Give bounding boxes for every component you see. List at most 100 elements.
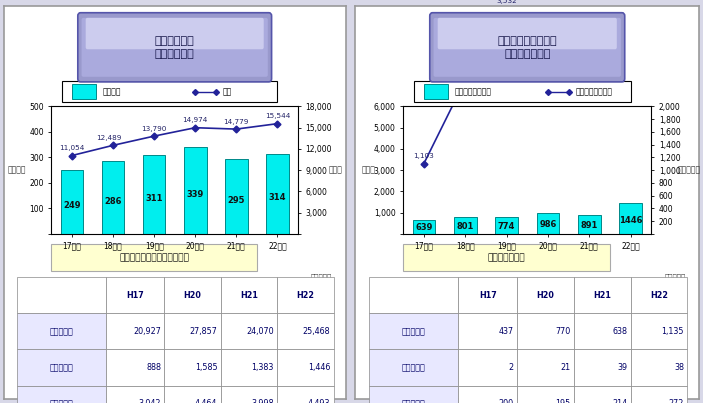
- FancyBboxPatch shape: [574, 349, 631, 386]
- FancyBboxPatch shape: [17, 349, 106, 386]
- Text: 195: 195: [555, 399, 570, 403]
- FancyBboxPatch shape: [631, 313, 688, 349]
- FancyBboxPatch shape: [458, 313, 517, 349]
- FancyBboxPatch shape: [631, 277, 688, 313]
- Text: 4,493: 4,493: [308, 399, 330, 403]
- FancyBboxPatch shape: [221, 386, 278, 403]
- Text: 国立大学等: 国立大学等: [50, 327, 74, 336]
- FancyBboxPatch shape: [574, 386, 631, 403]
- Text: 1,135: 1,135: [662, 327, 684, 336]
- FancyBboxPatch shape: [574, 277, 631, 313]
- FancyBboxPatch shape: [631, 349, 688, 386]
- Text: 200: 200: [498, 399, 513, 403]
- Text: 国立大学等: 国立大学等: [401, 327, 425, 336]
- FancyBboxPatch shape: [424, 84, 448, 99]
- FancyBboxPatch shape: [413, 81, 631, 102]
- FancyBboxPatch shape: [404, 244, 610, 271]
- Text: H22: H22: [297, 291, 315, 300]
- Text: 公立大学等: 公立大学等: [401, 363, 425, 372]
- Text: H17: H17: [127, 291, 144, 300]
- FancyBboxPatch shape: [165, 313, 221, 349]
- Text: 民間企業との
共同研究実績: 民間企業との 共同研究実績: [155, 36, 195, 59]
- FancyBboxPatch shape: [106, 313, 165, 349]
- FancyBboxPatch shape: [17, 277, 106, 313]
- FancyBboxPatch shape: [434, 18, 621, 77]
- FancyBboxPatch shape: [221, 349, 278, 386]
- Text: （件）: （件）: [329, 166, 342, 174]
- FancyBboxPatch shape: [574, 313, 631, 349]
- Text: （億円）: （億円）: [8, 166, 27, 174]
- FancyBboxPatch shape: [72, 84, 96, 99]
- FancyBboxPatch shape: [221, 277, 278, 313]
- Text: 1,585: 1,585: [195, 363, 217, 372]
- FancyBboxPatch shape: [86, 18, 264, 49]
- FancyBboxPatch shape: [165, 386, 221, 403]
- FancyBboxPatch shape: [106, 277, 165, 313]
- Text: H21: H21: [240, 291, 258, 300]
- Text: 888: 888: [146, 363, 161, 372]
- FancyBboxPatch shape: [17, 313, 106, 349]
- Text: 民間企業との共同研究受入額: 民間企業との共同研究受入額: [120, 253, 189, 262]
- Text: H22: H22: [650, 291, 668, 300]
- Text: （百万円）: （百万円）: [311, 273, 333, 280]
- FancyBboxPatch shape: [369, 277, 458, 313]
- Text: 2: 2: [508, 363, 513, 372]
- Text: 38: 38: [674, 363, 684, 372]
- Text: H21: H21: [593, 291, 611, 300]
- FancyBboxPatch shape: [106, 349, 165, 386]
- Text: 272: 272: [669, 399, 684, 403]
- Text: 638: 638: [612, 327, 627, 336]
- Text: 21: 21: [560, 363, 570, 372]
- Text: （百万円）: （百万円）: [678, 166, 701, 174]
- FancyBboxPatch shape: [278, 313, 334, 349]
- Text: 受入金額: 受入金額: [103, 87, 122, 96]
- Text: 770: 770: [555, 327, 570, 336]
- Text: 24,070: 24,070: [246, 327, 274, 336]
- FancyBboxPatch shape: [51, 244, 257, 271]
- Text: 特許実施料収入: 特許実施料収入: [488, 253, 525, 262]
- Text: H20: H20: [183, 291, 202, 300]
- FancyBboxPatch shape: [430, 13, 625, 82]
- FancyBboxPatch shape: [82, 18, 268, 77]
- Text: 25,468: 25,468: [303, 327, 330, 336]
- Text: 特許権実施料収入: 特許権実施料収入: [455, 87, 492, 96]
- Text: （件）: （件）: [362, 166, 375, 174]
- FancyBboxPatch shape: [165, 349, 221, 386]
- FancyBboxPatch shape: [438, 18, 617, 49]
- FancyBboxPatch shape: [221, 313, 278, 349]
- FancyBboxPatch shape: [458, 386, 517, 403]
- FancyBboxPatch shape: [78, 13, 271, 82]
- Text: 私立大学等: 私立大学等: [50, 399, 74, 403]
- Text: H17: H17: [479, 291, 496, 300]
- Text: 3,042: 3,042: [138, 399, 161, 403]
- Text: 1,446: 1,446: [308, 363, 330, 372]
- FancyBboxPatch shape: [517, 313, 574, 349]
- FancyBboxPatch shape: [517, 386, 574, 403]
- FancyBboxPatch shape: [458, 349, 517, 386]
- Text: （百万円）: （百万円）: [664, 273, 685, 280]
- Text: 1,383: 1,383: [252, 363, 274, 372]
- FancyBboxPatch shape: [278, 277, 334, 313]
- Text: 件数: 件数: [223, 87, 232, 96]
- FancyBboxPatch shape: [369, 386, 458, 403]
- FancyBboxPatch shape: [369, 313, 458, 349]
- FancyBboxPatch shape: [17, 386, 106, 403]
- FancyBboxPatch shape: [62, 81, 278, 102]
- FancyBboxPatch shape: [106, 386, 165, 403]
- FancyBboxPatch shape: [517, 349, 574, 386]
- Text: 特許権実施等件数: 特許権実施等件数: [576, 87, 612, 96]
- FancyBboxPatch shape: [458, 277, 517, 313]
- Text: H20: H20: [536, 291, 554, 300]
- FancyBboxPatch shape: [278, 386, 334, 403]
- Text: 27,857: 27,857: [190, 327, 217, 336]
- FancyBboxPatch shape: [369, 349, 458, 386]
- Text: 3,998: 3,998: [252, 399, 274, 403]
- Text: 公立大学等: 公立大学等: [50, 363, 74, 372]
- Text: 39: 39: [617, 363, 627, 372]
- Text: 特許実施等件数及び
特許実施料収入: 特許実施等件数及び 特許実施料収入: [498, 36, 557, 59]
- Text: 214: 214: [612, 399, 627, 403]
- FancyBboxPatch shape: [517, 277, 574, 313]
- Text: 4,464: 4,464: [195, 399, 217, 403]
- Text: 437: 437: [498, 327, 513, 336]
- Text: 私立大学等: 私立大学等: [401, 399, 425, 403]
